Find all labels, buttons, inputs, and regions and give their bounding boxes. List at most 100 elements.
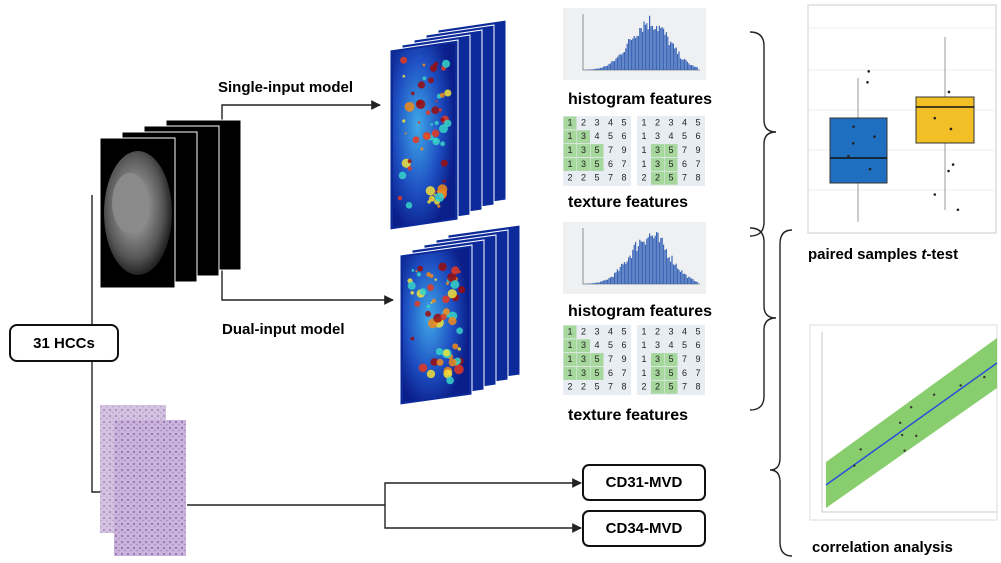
histogram-bin bbox=[649, 233, 650, 284]
texture-value: 8 bbox=[621, 173, 626, 183]
histogram-bin bbox=[692, 279, 693, 284]
texture-value: 1 bbox=[567, 117, 572, 127]
histogram-bin bbox=[641, 28, 642, 70]
histogram-bin bbox=[671, 43, 672, 70]
histogram-bin bbox=[660, 28, 661, 70]
map-spot bbox=[454, 365, 464, 375]
histogram-bin bbox=[669, 45, 670, 70]
texture-value: 5 bbox=[695, 117, 700, 127]
point bbox=[866, 81, 869, 84]
map-spot bbox=[435, 100, 437, 102]
texture-value: 3 bbox=[668, 326, 673, 336]
histogram-bin bbox=[600, 68, 601, 70]
texture-value: 1 bbox=[567, 131, 572, 141]
histogram-bin bbox=[662, 27, 663, 70]
histogram-bin bbox=[659, 26, 660, 70]
texture-value: 5 bbox=[621, 117, 626, 127]
histogram-bin bbox=[660, 238, 661, 284]
ttest-part: -test bbox=[926, 246, 958, 263]
map-spot bbox=[427, 370, 435, 378]
histogram-bin bbox=[597, 69, 598, 70]
histogram-bin bbox=[620, 54, 621, 70]
histogram-bin bbox=[613, 277, 614, 284]
map-spot bbox=[427, 284, 434, 291]
map-spot bbox=[442, 60, 450, 68]
histogram-bin bbox=[688, 63, 689, 70]
map-spot bbox=[405, 132, 407, 134]
map-spot bbox=[432, 130, 440, 138]
texture-value: 5 bbox=[668, 382, 673, 392]
histogram-bin bbox=[687, 278, 688, 284]
texture-value: 3 bbox=[594, 326, 599, 336]
histogram-bin bbox=[657, 31, 658, 70]
histogram-bin bbox=[599, 283, 600, 284]
histogram-bin bbox=[638, 36, 639, 70]
histogram-bin bbox=[634, 36, 635, 70]
map-spot bbox=[419, 364, 428, 373]
map-spot bbox=[433, 138, 440, 145]
texture-value: 3 bbox=[581, 159, 586, 169]
histogram-bin bbox=[608, 278, 609, 284]
diagram: 31 HCCs Single-input model Dual-input mo… bbox=[0, 0, 1001, 563]
map-spot bbox=[446, 377, 454, 385]
texture-value: 3 bbox=[655, 159, 660, 169]
map-spot bbox=[422, 63, 425, 66]
histogram-bin bbox=[622, 264, 623, 284]
histogram-bin bbox=[613, 61, 614, 70]
texture-value: 7 bbox=[621, 368, 626, 378]
histogram-bin bbox=[684, 274, 685, 284]
histogram-bin bbox=[627, 261, 628, 284]
texture-value: 2 bbox=[655, 117, 660, 127]
model-label: Dual-input model bbox=[222, 321, 345, 338]
histology-slide bbox=[114, 420, 186, 556]
histogram-bin bbox=[642, 242, 643, 284]
map-spot bbox=[411, 269, 414, 272]
histogram-bin bbox=[677, 54, 678, 70]
point bbox=[903, 449, 905, 451]
texture-value: 3 bbox=[655, 131, 660, 141]
texture-value: 1 bbox=[567, 326, 572, 336]
histogram-bin bbox=[650, 26, 651, 70]
texture-value: 2 bbox=[581, 326, 586, 336]
histogram-bin bbox=[608, 64, 609, 70]
point bbox=[847, 155, 850, 158]
map-spot bbox=[418, 121, 420, 123]
point bbox=[950, 128, 953, 131]
map-spot bbox=[426, 110, 431, 115]
map-spot bbox=[417, 266, 423, 272]
map-spot bbox=[425, 311, 431, 317]
texture-value: 2 bbox=[641, 382, 646, 392]
texture-value: 1 bbox=[641, 326, 646, 336]
histogram-bin bbox=[683, 60, 684, 70]
texture-value: 7 bbox=[682, 382, 687, 392]
histogram-bin bbox=[671, 256, 672, 284]
histogram-label: histogram features bbox=[568, 91, 712, 108]
texture-value: 5 bbox=[594, 145, 599, 155]
point bbox=[915, 435, 917, 437]
histogram-bin bbox=[597, 282, 598, 284]
texture-value: 2 bbox=[581, 117, 586, 127]
histogram-bin bbox=[615, 272, 616, 284]
histogram-bin bbox=[618, 271, 619, 284]
histogram-bin bbox=[643, 21, 644, 70]
point bbox=[934, 193, 937, 196]
map-spot bbox=[449, 359, 457, 367]
histogram-bin bbox=[639, 240, 640, 284]
map-spot bbox=[446, 282, 449, 285]
histogram-bin bbox=[629, 256, 630, 284]
histogram-bin bbox=[643, 241, 644, 284]
texture-value: 4 bbox=[668, 340, 673, 350]
map-spot bbox=[430, 123, 433, 126]
texture-value: 6 bbox=[621, 340, 626, 350]
histogram-bin bbox=[635, 38, 636, 70]
texture-value: 7 bbox=[682, 354, 687, 364]
histogram-bin bbox=[649, 16, 650, 70]
map-spot bbox=[434, 62, 438, 66]
map-spot bbox=[416, 270, 418, 272]
texture-value: 1 bbox=[641, 145, 646, 155]
histogram-bin bbox=[687, 62, 688, 70]
histogram-bin bbox=[670, 262, 671, 284]
point bbox=[959, 384, 961, 386]
texture-value: 3 bbox=[581, 368, 586, 378]
histogram-bin bbox=[691, 65, 692, 70]
